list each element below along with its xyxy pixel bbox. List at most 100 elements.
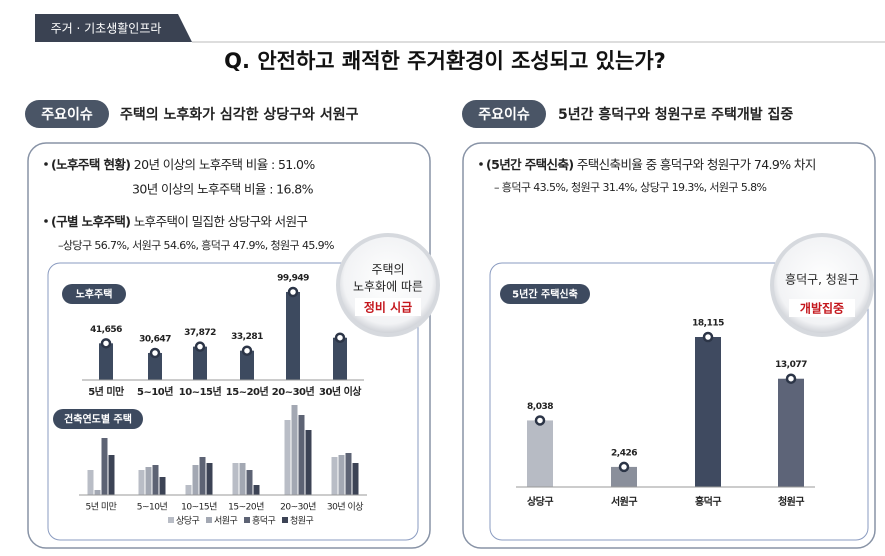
chart-title: 건축연도별 주택	[64, 413, 132, 426]
bar	[145, 467, 152, 495]
legend-label: 상당구	[176, 516, 200, 527]
bar	[338, 455, 345, 495]
bullet-label: (5년간 주택신축)	[486, 157, 573, 172]
bar	[253, 485, 260, 495]
bar	[138, 470, 145, 495]
bullet-dot	[479, 162, 483, 166]
bar	[527, 420, 553, 487]
bar	[331, 457, 338, 495]
x-tick-label: 흥덕구	[695, 495, 721, 508]
legend-label: 흥덕구	[252, 515, 276, 527]
bar-marker	[241, 345, 253, 356]
bullet: (노후주택 현황) 20년 이상의 노후주택 비율 : 51.0%	[51, 157, 315, 172]
bar	[239, 463, 246, 495]
bar-marker	[702, 331, 714, 343]
bullet-dot	[44, 162, 48, 166]
value-label: 8,038	[527, 402, 553, 412]
x-tick-label: 서원구	[611, 495, 637, 508]
bullet-label: (구별 노후주택)	[51, 214, 130, 229]
bar	[305, 430, 312, 495]
chart-title-bg	[62, 284, 126, 304]
bar	[108, 455, 115, 495]
badge: 주요이슈	[478, 106, 530, 123]
bullet: (5년간 주택신축) 주택신축비율 중 흥덕구와 청원구가 74.9% 차지	[486, 157, 816, 172]
chart-title-bg	[500, 284, 590, 304]
x-tick-label: 20~30년	[272, 385, 315, 398]
callout: 주택의 노후화에 따른 정비 시급	[336, 233, 440, 337]
bar	[352, 463, 359, 495]
legend-swatch	[206, 517, 212, 523]
value-label: 13,077	[775, 360, 807, 370]
value-label: 30,647	[139, 335, 171, 345]
callout-text: 흥덕구, 청원구	[785, 273, 859, 287]
bar	[99, 343, 113, 380]
bar-marker	[149, 347, 161, 359]
bar	[159, 477, 166, 495]
bullet-text: 노후주택이 밀집한 상당구와 서원구	[130, 214, 307, 229]
bar-marker	[534, 415, 546, 426]
x-tick-label: 10~15년	[179, 385, 222, 398]
bar-marker	[618, 461, 630, 473]
bar	[192, 465, 199, 495]
bar	[695, 337, 721, 487]
bullet-label: (노후주택 현황)	[51, 157, 130, 172]
x-tick-label: 5~10년	[137, 385, 173, 398]
legend-swatch	[244, 517, 250, 523]
x-tick-label: 30년 이상	[327, 502, 363, 513]
bar	[778, 378, 804, 487]
legend-swatch	[168, 517, 174, 523]
callout-emph: 개발집중	[800, 301, 844, 316]
x-tick-label: 15~20년	[228, 502, 264, 513]
tag: 주거 · 기초생활인프라	[51, 22, 162, 36]
bar-marker	[194, 341, 206, 352]
badge-bg	[462, 100, 546, 128]
chart-title-bg	[53, 409, 143, 429]
bar	[291, 405, 298, 495]
x-tick-label: 20~30년	[280, 502, 316, 513]
value-label: 41,656	[90, 325, 122, 335]
x-tick-label: 5년 미만	[88, 385, 125, 398]
callout: 흥덕구, 청원구 개발집중	[770, 233, 874, 337]
bar	[185, 485, 192, 495]
legend-label: 서원구	[214, 516, 238, 527]
tag-bg	[35, 14, 192, 42]
callout-pill	[355, 298, 421, 316]
legend-swatch	[282, 517, 288, 523]
bar	[199, 457, 206, 495]
value-label: 18,115	[692, 319, 724, 329]
question: Q. 안전하고 쾌적한 주거환경이 조성되고 있는가?	[224, 49, 666, 73]
bar	[206, 463, 213, 495]
bar	[101, 438, 108, 495]
callout-text: 노후화에 따른	[353, 280, 423, 294]
bar	[286, 292, 300, 380]
value-label: 2,426	[611, 448, 637, 458]
bullet-sub: –상당구 56.7%, 서원구 54.6%, 흥덕구 47.9%, 청원구 45…	[58, 238, 334, 252]
bullet-dot	[44, 219, 48, 223]
value-label: 37,872	[184, 328, 216, 338]
x-tick-label: 청원구	[778, 495, 804, 508]
bar	[246, 470, 253, 495]
bar	[333, 337, 347, 380]
bar	[152, 465, 159, 495]
bar	[193, 346, 207, 380]
x-tick-label: 5~10년	[137, 502, 168, 513]
heading: 5년간 흥덕구와 청원구로 주택개발 집중	[558, 106, 793, 123]
chart-box	[489, 262, 869, 541]
bar-marker	[785, 373, 797, 384]
x-tick-label: 5년 미만	[86, 502, 117, 513]
bar	[232, 463, 239, 495]
x-tick-label: 15~20년	[226, 385, 269, 398]
bar	[240, 350, 254, 380]
heading: 주택의 노후화가 심각한 상당구와 서원구	[120, 106, 359, 123]
bullet-sub: – 흥덕구 43.5%, 청원구 31.4%, 상당구 19.3%, 서원구 5…	[494, 180, 767, 194]
badge-bg	[25, 100, 109, 128]
x-tick-label: 상당구	[527, 495, 553, 508]
bar-marker	[100, 338, 112, 349]
chart-title: 노후주택	[76, 288, 113, 301]
bullet-text: 주택신축비율 중 흥덕구와 청원구가 74.9% 차지	[573, 157, 815, 172]
x-tick-label: 30년 이상	[319, 385, 362, 398]
bar	[87, 470, 94, 495]
bar	[611, 466, 637, 487]
bar	[94, 490, 101, 495]
